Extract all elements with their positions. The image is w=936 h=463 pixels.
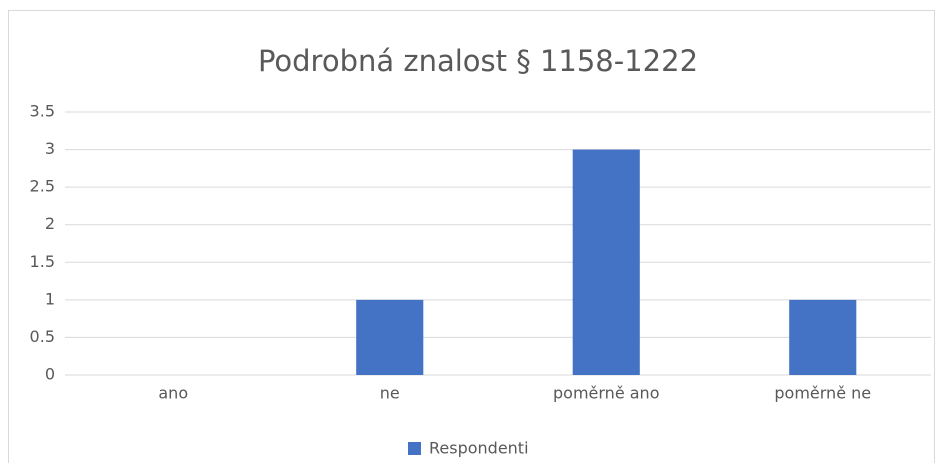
x-tick-label: poměrně ano	[553, 384, 659, 403]
y-tick-label: 3	[45, 139, 55, 158]
bar	[356, 299, 424, 375]
bar	[789, 299, 857, 375]
y-tick-label: 3.5	[30, 102, 55, 121]
y-tick-label: 2	[45, 214, 55, 233]
chart-border	[8, 10, 935, 463]
legend-label: Respondenti	[429, 439, 529, 458]
y-tick-label: 0	[45, 365, 55, 384]
x-tick-label: poměrně ne	[774, 384, 871, 403]
x-tick-label: ano	[158, 384, 188, 403]
y-tick-label: 2.5	[30, 177, 55, 196]
legend-swatch	[408, 442, 421, 455]
y-tick-label: 0.5	[30, 327, 55, 346]
bar	[572, 149, 640, 375]
y-tick-label: 1	[45, 289, 55, 308]
y-tick-label: 1.5	[30, 252, 55, 271]
x-tick-label: ne	[380, 384, 400, 403]
chart-title: Podrobná znalost § 1158-1222	[258, 44, 698, 78]
